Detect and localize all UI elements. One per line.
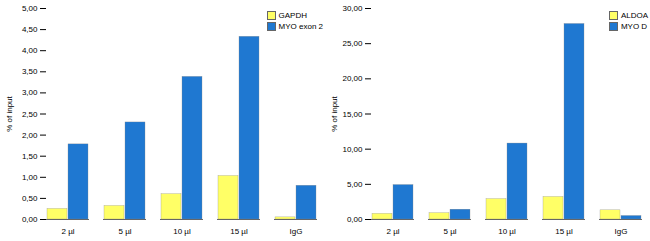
svg-text:10,00: 10,00 <box>342 145 363 154</box>
html-text:MYO exon 2: MYO exon 2 <box>278 22 323 31</box>
svg-text:2 µl: 2 µl <box>61 227 74 236</box>
svg-text:3,00: 3,00 <box>22 88 38 97</box>
svg-text:% of input: % of input <box>5 95 14 131</box>
svg-text:5 µl: 5 µl <box>443 227 456 236</box>
html-text:ALDOA: ALDOA <box>620 11 648 20</box>
svg-text:20,00: 20,00 <box>342 74 363 83</box>
svg-text:10 µl: 10 µl <box>173 227 191 236</box>
svg-text:0,00: 0,00 <box>22 215 38 224</box>
svg-text:5 µl: 5 µl <box>118 227 131 236</box>
svg-text:0,50: 0,50 <box>22 194 38 203</box>
svg-text:10 µl: 10 µl <box>498 227 516 236</box>
svg-text:2 µl: 2 µl <box>386 227 399 236</box>
svg-text:IgG: IgG <box>290 227 303 236</box>
svg-text:2,50: 2,50 <box>22 110 38 119</box>
svg-text:15 µl: 15 µl <box>230 227 248 236</box>
svg-text:2,00: 2,00 <box>22 131 38 140</box>
svg-text:30,00: 30,00 <box>342 4 363 13</box>
svg-text:1,50: 1,50 <box>22 152 38 161</box>
svg-text:15 µl: 15 µl <box>555 227 573 236</box>
svg-text:5,00: 5,00 <box>347 180 363 189</box>
svg-text:4,50: 4,50 <box>22 25 38 34</box>
svg-text:25,00: 25,00 <box>342 39 363 48</box>
svg-text:1,00: 1,00 <box>22 173 38 182</box>
svg-text:% of input: % of input <box>330 95 339 131</box>
html-text:MYO D: MYO D <box>620 22 648 31</box>
svg-text:4,00: 4,00 <box>22 46 38 55</box>
svg-text:5,00: 5,00 <box>22 4 38 13</box>
html-text:GAPDH: GAPDH <box>278 11 307 20</box>
svg-text:3,50: 3,50 <box>22 67 38 76</box>
svg-text:IgG: IgG <box>615 227 628 236</box>
svg-text:0,00: 0,00 <box>347 215 363 224</box>
svg-text:15,00: 15,00 <box>342 110 363 119</box>
